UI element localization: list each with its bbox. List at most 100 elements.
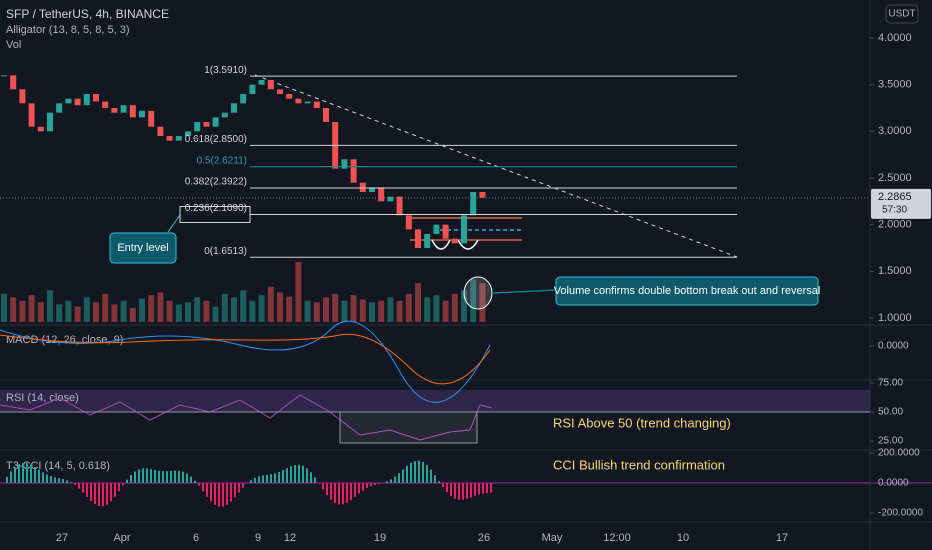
volume-highlight [463, 276, 493, 310]
volume-bar [451, 293, 458, 322]
candle [175, 136, 182, 141]
cci-bar [210, 483, 212, 502]
cci-bar [262, 475, 264, 483]
cci-bar [442, 483, 444, 488]
candle [139, 110, 145, 118]
cci-bar [466, 483, 468, 499]
volume-bar [313, 302, 320, 322]
cci-bar [362, 483, 364, 491]
volume-bar [304, 300, 311, 322]
candle [396, 196, 403, 216]
cci-bar [170, 470, 172, 483]
candle [166, 136, 173, 141]
volume-bar [129, 307, 136, 322]
currency[interactable]: USDT [888, 9, 915, 20]
cci-bar [490, 483, 492, 493]
cci-bar [278, 471, 280, 483]
cci-bar [486, 483, 488, 494]
cci-bar [6, 476, 8, 483]
volume-bar [203, 300, 210, 322]
volume-bar [240, 290, 247, 322]
cci-bar [446, 483, 448, 493]
volume-bar [295, 262, 302, 322]
volume-bar [378, 300, 385, 322]
cci-bar [454, 483, 456, 499]
volume-bar [341, 300, 348, 322]
candle [129, 105, 136, 118]
cci-bar [238, 483, 240, 493]
volume-bar [120, 300, 127, 322]
volume-bar [74, 306, 81, 322]
volume-label: Vol [6, 39, 21, 51]
fib-label: 0.382(2.3922) [185, 177, 247, 188]
time-label: 19 [374, 532, 386, 544]
candle [442, 224, 449, 239]
cci-bar [366, 483, 368, 489]
volume-bar [442, 300, 449, 322]
cci-bar [226, 483, 228, 505]
candle [369, 187, 375, 192]
time-label: 17 [776, 532, 788, 544]
cci-bar [42, 472, 44, 483]
time-label: 6 [193, 532, 199, 544]
volume-bar [359, 299, 366, 322]
cci-bar [194, 480, 196, 483]
cci-bar [154, 469, 156, 483]
cci-bar [426, 465, 428, 483]
candle [102, 101, 109, 108]
cci-bar [138, 469, 140, 483]
cci-bar [142, 468, 144, 483]
cci-bar [338, 483, 340, 505]
signal-line [0, 333, 491, 385]
candle [249, 84, 256, 94]
cci-bar [78, 483, 80, 489]
cci-bar [150, 469, 152, 483]
entry-callout-text: Entry level [117, 242, 168, 254]
volume-bar [148, 295, 155, 322]
cci-bar [354, 483, 356, 497]
indicator-label: Alligator (13, 8, 5, 8, 5, 3) [6, 24, 130, 36]
candle [267, 80, 274, 90]
cci-bar [294, 464, 296, 483]
callout-pointer [491, 289, 557, 294]
cci-bar [106, 483, 108, 505]
volume-callout-text: Volume confirms double bottom break out … [554, 285, 821, 297]
cci-annotation: CCI Bullish trend confirmation [553, 457, 725, 472]
rsi-tick-label: 50.00 [878, 407, 903, 418]
cci-bar [34, 466, 36, 483]
candle [194, 122, 201, 132]
cci-bar [58, 478, 60, 483]
cci-bar [482, 483, 484, 494]
cci-bar [342, 483, 344, 505]
cci-bar [310, 472, 312, 483]
candle [74, 98, 81, 106]
candle [212, 117, 219, 127]
candle [415, 229, 421, 248]
cci-bar [94, 483, 96, 505]
price-tick-label: 3.0000 [878, 125, 912, 137]
cci-bar [298, 464, 300, 483]
cci-bar [406, 465, 408, 483]
cci-bar [266, 474, 268, 483]
cci-bar [270, 474, 272, 483]
time-label: 12:00 [603, 532, 631, 544]
candle [378, 187, 385, 202]
volume-bar [166, 300, 173, 322]
cci-bar [242, 483, 244, 488]
candle [341, 159, 348, 169]
volume-bar [65, 300, 72, 322]
fib-label-box [179, 205, 251, 223]
entry-callout [109, 232, 177, 264]
currency-button[interactable] [885, 4, 919, 24]
candle [304, 101, 311, 104]
cci-bar [206, 483, 208, 497]
cci-bar [98, 483, 100, 507]
cci-bar [134, 471, 136, 483]
cci-bar [38, 469, 40, 483]
price-tick-label: 4.0000 [878, 32, 912, 44]
cci-bar [370, 483, 372, 487]
volume-bar [332, 293, 339, 322]
cci-bar [438, 481, 440, 483]
